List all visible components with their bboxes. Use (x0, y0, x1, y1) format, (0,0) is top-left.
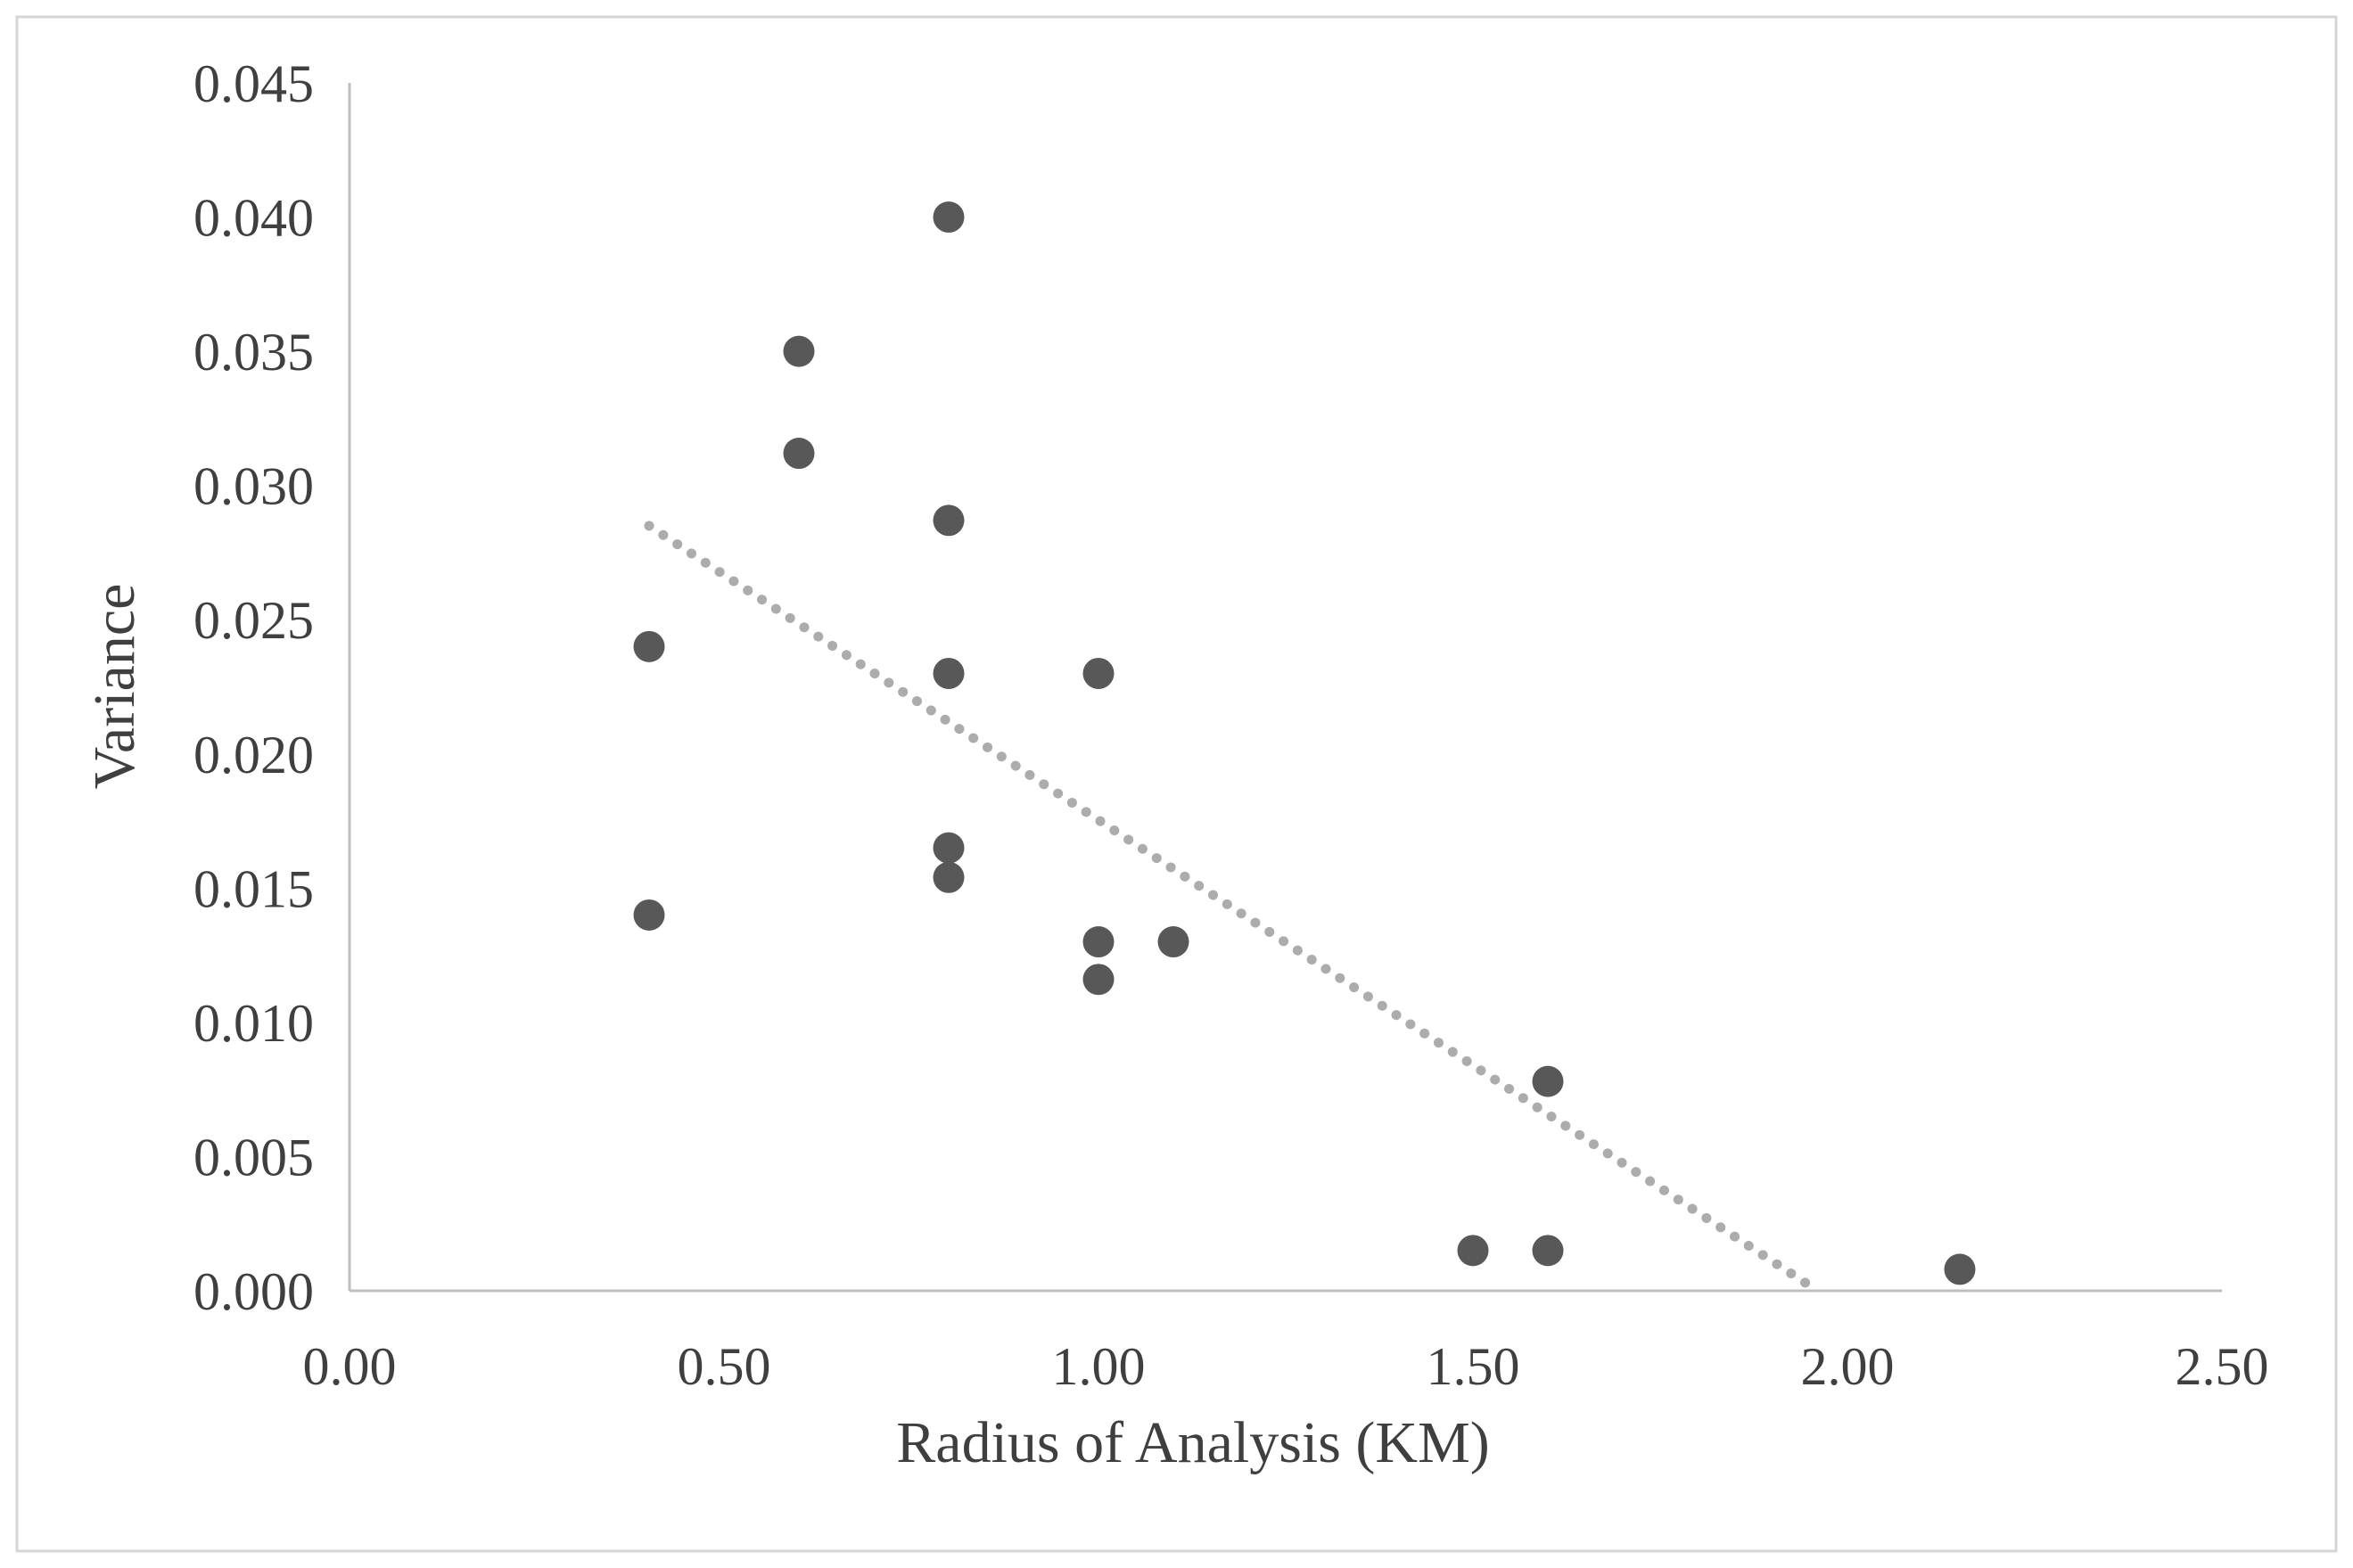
data-point (1157, 926, 1189, 958)
y-tick-label: 0.045 (193, 54, 314, 113)
y-tick-label: 0.030 (193, 457, 314, 516)
x-tick-label: 0.00 (303, 1337, 397, 1396)
data-point (933, 832, 965, 864)
data-point (933, 505, 965, 537)
y-axis-tick-labels: 0.000 0.005 0.010 0.015 0.020 0.025 0.030 0.035… (193, 54, 314, 1321)
x-tick-label: 1.00 (1052, 1337, 1146, 1396)
y-tick-label: 0.010 (193, 994, 314, 1053)
data-point (633, 899, 665, 931)
y-tick-label: 0.035 (193, 323, 314, 382)
y-tick-label: 0.000 (193, 1262, 314, 1321)
y-axis-title: Variance (82, 584, 147, 790)
data-point (1532, 1235, 1564, 1267)
data-point (933, 657, 965, 689)
data-point (1944, 1253, 1976, 1285)
x-axis-tick-labels: 0.00 0.50 1.00 1.50 2.00 2.50 (303, 1337, 2269, 1396)
x-tick-label: 2.00 (1801, 1337, 1895, 1396)
data-point (933, 201, 965, 234)
x-tick-label: 1.50 (1427, 1337, 1520, 1396)
data-point (1082, 657, 1115, 689)
data-points (633, 201, 1976, 1285)
y-tick-label: 0.020 (193, 726, 314, 784)
data-point (783, 335, 815, 367)
x-axis-title: Radius of Analysis (KM) (896, 1410, 1489, 1475)
x-tick-label: 2.50 (2176, 1337, 2269, 1396)
data-point (783, 438, 815, 470)
data-point (1532, 1065, 1564, 1097)
data-point (1082, 926, 1115, 958)
y-tick-label: 0.025 (193, 591, 314, 650)
y-tick-label: 0.040 (193, 189, 314, 248)
x-tick-label: 0.50 (678, 1337, 771, 1396)
data-point (633, 630, 665, 662)
figure-border (15, 15, 2338, 1553)
data-point (1082, 964, 1115, 996)
trend-line (644, 521, 1822, 1296)
y-tick-label: 0.015 (193, 859, 314, 918)
data-point (1457, 1235, 1489, 1267)
y-tick-label: 0.005 (193, 1128, 314, 1186)
data-point (933, 861, 965, 893)
